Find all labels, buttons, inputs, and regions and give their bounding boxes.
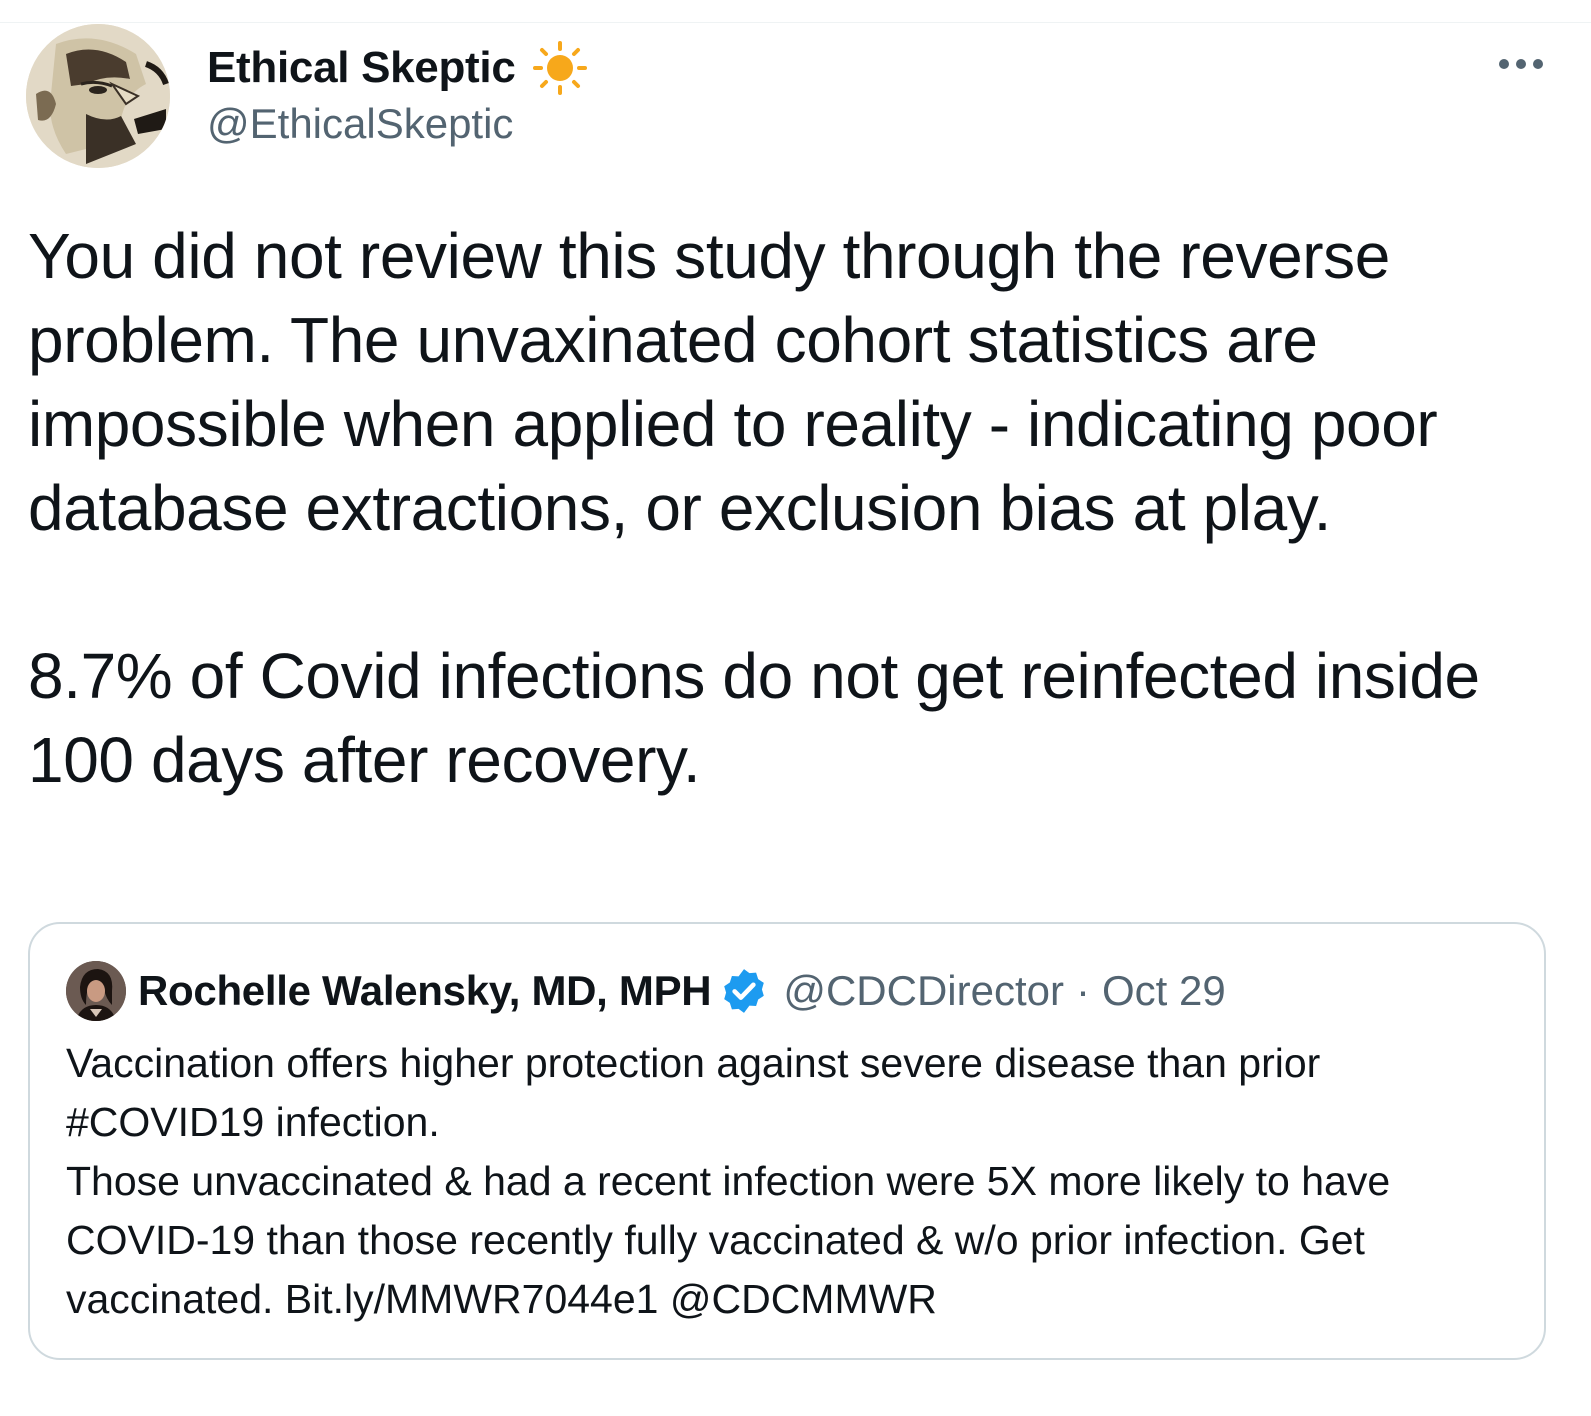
quoted-tweet-text: Vaccination offers higher protection aga… — [66, 1040, 1391, 1322]
author-display-name[interactable]: Ethical Skeptic — [207, 43, 516, 92]
tweet-text: You did not review this study through th… — [28, 220, 1480, 796]
sun-icon — [530, 38, 590, 98]
more-options-button[interactable] — [1494, 42, 1548, 86]
author-avatar[interactable] — [26, 24, 170, 168]
quoted-tweet[interactable]: Rochelle Walensky, MD, MPH @CDCDirector … — [28, 922, 1546, 1360]
more-options-icon — [1499, 59, 1543, 69]
quoted-header-separator: · — [1076, 967, 1090, 1014]
verified-badge-icon — [719, 966, 769, 1016]
quoted-author-display-name[interactable]: Rochelle Walensky, MD, MPH — [138, 967, 712, 1014]
top-divider — [0, 22, 1591, 23]
quoted-tweet-date[interactable]: Oct 29 — [1102, 967, 1226, 1014]
quoted-author-handle[interactable]: @CDCDirector — [783, 967, 1064, 1014]
quoted-tweet-header: Rochelle Walensky, MD, MPH @CDCDirector … — [66, 960, 1226, 1022]
author-line: Ethical Skeptic — [207, 38, 590, 98]
quoted-author-avatar[interactable] — [66, 961, 126, 1021]
author-handle[interactable]: @EthicalSkeptic — [207, 100, 514, 147]
